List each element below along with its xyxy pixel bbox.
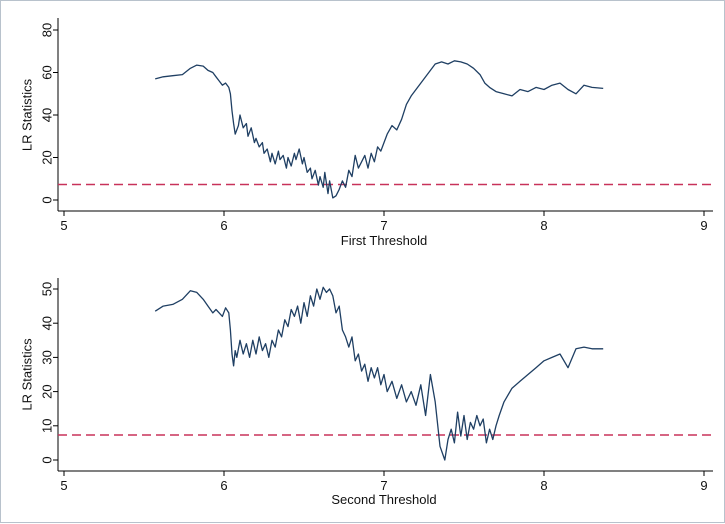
chart1-y-tick-label: 40 <box>40 108 55 122</box>
chart1-x-tick-label: 7 <box>380 218 387 233</box>
chart1-x-axis-title: First Threshold <box>341 233 427 248</box>
chart1-x-tick-label: 6 <box>220 218 227 233</box>
chart2-y-tick-label: 50 <box>40 282 55 296</box>
chart1-x-tick-label: 9 <box>700 218 707 233</box>
chart2-y-tick-label: 20 <box>40 384 55 398</box>
chart2-y-tick-label: 0 <box>40 456 55 463</box>
chart2-x-tick-label: 9 <box>700 478 707 493</box>
chart1-y-tick-label: 0 <box>40 196 55 203</box>
chart1-x-tick-label: 5 <box>60 218 67 233</box>
chart2-y-tick-label: 10 <box>40 419 55 433</box>
chart1-y-tick-label: 80 <box>40 23 55 37</box>
chart1-x-tick-label: 8 <box>540 218 547 233</box>
chart-first-threshold: 0 20 40 60 80 5 6 7 8 9 First Threshold LR Statisti… <box>20 18 713 248</box>
chart2-y-tick-label: 30 <box>40 350 55 364</box>
chart1-y-axis-title: LR Statistics <box>20 78 35 151</box>
chart-second-threshold: 0 10 20 30 40 50 5 6 7 8 9 Second Threshold LR Stati… <box>20 278 713 507</box>
chart2-lr-statistics-line <box>154 286 604 461</box>
chart2-x-axis-title: Second Threshold <box>331 492 436 507</box>
chart2-y-axis-title: LR Statistics <box>20 338 35 411</box>
chart2-x-tick-label: 6 <box>220 478 227 493</box>
chart1-y-tick-label: 60 <box>40 65 55 79</box>
chart2-y-tick-label: 40 <box>40 316 55 330</box>
chart2-x-tick-label: 8 <box>540 478 547 493</box>
chart1-lr-statistics-line <box>155 60 604 199</box>
chart2-x-tick-label: 5 <box>60 478 67 493</box>
chart2-x-tick-label: 7 <box>380 478 387 493</box>
chart1-y-tick-label: 20 <box>40 150 55 164</box>
